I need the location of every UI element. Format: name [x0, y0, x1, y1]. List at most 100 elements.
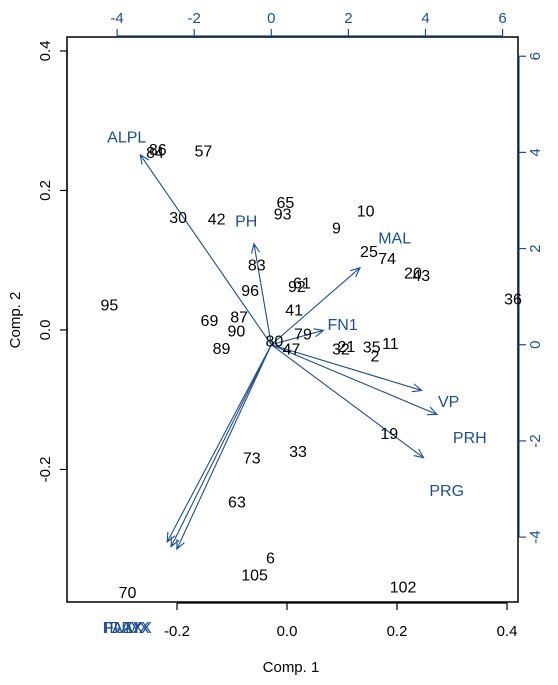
bottom-tick-label: -0.2: [164, 623, 190, 640]
variable-label-ph: PH: [235, 214, 257, 231]
arrowhead-mal: [350, 266, 361, 278]
observation-label: 43: [412, 268, 430, 285]
observation-label: 9: [332, 220, 341, 237]
observation-label: 30: [169, 210, 187, 227]
arrowhead-vp: [411, 383, 423, 393]
right-tick-label: -4: [527, 530, 544, 543]
observation-label: 42: [208, 211, 226, 228]
bottom-tick-label: 0.2: [387, 623, 408, 640]
observation-label: 61: [293, 275, 311, 292]
bottom-axis: -0.2 0.0 0.2 0.4: [164, 602, 518, 640]
variable-label-pazx: PAZX: [103, 620, 144, 637]
variable-label-mal: MAL: [378, 230, 411, 247]
observation-label: 96: [241, 283, 259, 300]
variable-label-fumx: FUMX: [104, 620, 150, 637]
observation-label: 11: [382, 336, 399, 353]
left-axis: -0.2 0.0 0.2 0.4: [37, 41, 68, 483]
right-axis: -4 -2 0 2 4 6: [518, 52, 544, 544]
top-tick-label: 0: [267, 10, 275, 27]
variable-label-prh: PRH: [453, 430, 487, 447]
observation-label: 19: [380, 426, 398, 443]
observation-label: 89: [213, 341, 231, 358]
top-axis: -4 -2 0 2 4 6: [110, 10, 507, 37]
observation-label: 83: [248, 257, 266, 274]
observation-label: 74: [378, 251, 396, 268]
observation-label: 57: [195, 144, 213, 161]
arrow-fumx: [170, 344, 272, 547]
arrowhead-fn1: [313, 328, 325, 338]
observation-label: 65: [276, 195, 294, 212]
observation-label: 21: [338, 339, 356, 356]
top-tick-label: 2: [344, 10, 352, 27]
arrowhead-pazx: [176, 539, 185, 551]
observation-label: 84: [146, 145, 164, 162]
variable-label-fn1: FN1: [327, 317, 357, 334]
right-tick-label: 0: [527, 341, 544, 349]
left-tick-label: 0.0: [37, 320, 54, 341]
right-tick-label: 4: [527, 148, 544, 156]
observation-label: 2: [371, 349, 380, 366]
observation-label: 36: [504, 291, 522, 308]
left-tick-label: 0.2: [37, 180, 54, 201]
observation-label: 20: [404, 266, 422, 283]
y-axis-label: Comp. 2: [7, 292, 24, 349]
arrow-vp: [271, 344, 422, 391]
variable-label-vp: VP: [438, 394, 459, 411]
observation-label: 32: [332, 342, 350, 359]
arrow-mal: [270, 267, 361, 346]
arrowhead-fumx: [170, 536, 180, 548]
observation-label: 87: [230, 310, 248, 327]
bottom-tick-label: 0.4: [497, 623, 518, 640]
observation-label: 90: [228, 324, 246, 341]
right-tick-label: -2: [527, 434, 544, 447]
observation-label: 95: [100, 298, 118, 315]
observation-label: 102: [390, 580, 417, 597]
arrowhead-alpl: [139, 153, 150, 165]
arrow-prg: [270, 344, 424, 459]
top-tick-label: 4: [421, 10, 429, 27]
bottom-tick-label: 0.0: [277, 623, 298, 640]
observation-label: 63: [228, 494, 246, 511]
arrow-alpl: [139, 154, 272, 346]
arrowhead-dayx: [166, 531, 176, 544]
observation-label: 25: [360, 244, 378, 261]
observation-label: 70: [119, 585, 137, 602]
observation-label: 105: [241, 568, 268, 585]
observation-label: 80: [265, 333, 283, 350]
arrow-pazx: [176, 344, 272, 550]
variable-label-dayx: DAYX: [109, 620, 152, 637]
left-tick-label: 0.4: [37, 41, 54, 62]
observation-label: 86: [149, 142, 167, 159]
observation-label: 6: [266, 550, 275, 567]
variable-label-alpl: ALPL: [107, 129, 146, 146]
right-tick-label: 6: [527, 52, 544, 60]
variable-label-prg: PRG: [429, 483, 464, 500]
x-axis-label: Comp. 1: [263, 659, 320, 676]
observation-label: 92: [288, 279, 306, 296]
observation-label: 41: [285, 303, 303, 320]
observation-label: 69: [201, 313, 219, 330]
observation-label: 10: [357, 204, 375, 221]
top-tick-label: 6: [498, 10, 506, 27]
arrowhead-ph: [250, 242, 260, 254]
observation-label: 93: [274, 206, 292, 223]
arrow-prh: [271, 344, 438, 415]
arrow-dayx: [166, 344, 272, 543]
arrow-fn1: [271, 329, 324, 346]
observation-label: 47: [283, 342, 301, 359]
top-tick-label: -2: [188, 10, 201, 27]
observation-label: 35: [363, 340, 381, 357]
variable-arrows: [139, 153, 439, 551]
observation-label: 33: [289, 444, 307, 461]
arrowhead-prh: [427, 406, 439, 416]
right-tick-label: 2: [527, 244, 544, 252]
observation-label: 79: [294, 326, 312, 343]
observation-label: 73: [243, 451, 261, 468]
arrowhead-prg: [413, 448, 425, 459]
arrow-ph: [253, 243, 272, 345]
top-tick-label: -4: [110, 10, 123, 27]
left-tick-label: -0.2: [37, 457, 54, 483]
